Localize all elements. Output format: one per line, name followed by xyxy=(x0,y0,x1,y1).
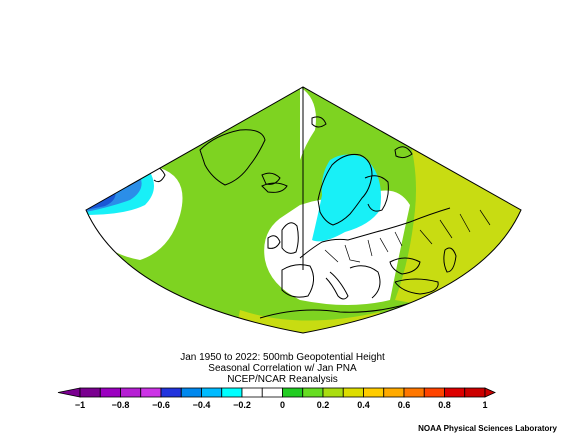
coastline-iberia xyxy=(281,264,314,298)
colorbar-bin xyxy=(79,387,101,398)
coastline-finland xyxy=(364,175,389,212)
colorbar-tick-label: 0.8 xyxy=(438,400,451,410)
colorbar-bin xyxy=(160,387,182,398)
coastline-caspian xyxy=(443,247,457,273)
colorbar-bin xyxy=(342,387,364,398)
colorbar-bin xyxy=(464,387,486,398)
field-neutral-central xyxy=(264,190,410,305)
colorbar-bin xyxy=(261,387,283,398)
colorbar-bin xyxy=(282,387,304,398)
field-positive-moderate-east xyxy=(395,110,521,330)
title-line-2: Seasonal Correlation w/ Jan PNA xyxy=(208,363,357,374)
coastline-scandinavia xyxy=(317,154,373,226)
country-borders xyxy=(324,209,491,263)
colorbar-tick-label: 0.2 xyxy=(317,400,330,410)
colorbar-tick-label: −0.8 xyxy=(112,400,130,410)
coastline-balkans xyxy=(349,265,381,299)
coastline-novaya xyxy=(394,146,413,159)
coastline-turkey xyxy=(394,278,439,295)
colorbar-tick-label: 0 xyxy=(280,400,285,410)
title-line-1: Jan 1950 to 2022: 500mb Geopotential Hei… xyxy=(180,352,385,363)
colorbar: −1 −0.8 −0.6 −0.4 −0.2 0 0.2 0.4 0.6 0.8 1 xyxy=(57,387,496,410)
coastline-north-africa xyxy=(259,299,421,319)
field-positive-weak xyxy=(86,87,521,333)
correlation-map xyxy=(85,86,522,334)
coastline-iceland xyxy=(261,182,288,193)
credit-label: NOAA Physical Sciences Laboratory xyxy=(418,424,557,433)
colorbar-bin xyxy=(383,387,405,398)
colorbar-arrow-max xyxy=(484,387,496,398)
colorbar-tick-label: 1 xyxy=(482,400,487,410)
colorbar-bin xyxy=(99,387,121,398)
coastline-black-sea xyxy=(389,257,421,275)
colorbar-tick-label: −0.2 xyxy=(233,400,251,410)
colorbar-tick-label: 0.6 xyxy=(398,400,411,410)
colorbar-bin xyxy=(302,387,324,398)
coastline-greenland xyxy=(199,129,266,186)
colorbar-bin xyxy=(423,387,445,398)
coastline-italy xyxy=(325,271,349,300)
map-boundary xyxy=(85,86,522,334)
colorbar-bin xyxy=(140,387,162,398)
shaded-field xyxy=(86,87,521,333)
colorbar-bin xyxy=(221,387,243,398)
title-line-3: NCEP/NCAR Reanalysis xyxy=(227,374,338,385)
colorbar-tick-label: 0.4 xyxy=(357,400,370,410)
colorbar-bin xyxy=(120,387,142,398)
colorbar-tick-label: −1 xyxy=(75,400,85,410)
field-negative-weak-scandinavia xyxy=(312,154,381,242)
colorbar-bin xyxy=(363,387,385,398)
coastline-great-britain xyxy=(281,222,299,254)
coastline-ireland xyxy=(267,235,281,249)
coastline-greenland-east xyxy=(261,172,281,185)
colorbar-arrow-min xyxy=(57,387,81,398)
colorbar-bin xyxy=(201,387,223,398)
coastline-svalbard xyxy=(311,116,327,128)
colorbar-bin xyxy=(241,387,263,398)
field-neutral-north xyxy=(300,87,316,160)
colorbar-tick-label: −0.6 xyxy=(152,400,170,410)
coastline-europe xyxy=(299,207,451,259)
colorbar-bin xyxy=(180,387,202,398)
colorbar-tick-label: −0.4 xyxy=(193,400,211,410)
colorbar-bin xyxy=(322,387,344,398)
colorbar-bin xyxy=(444,387,466,398)
colorbar-bin xyxy=(403,387,425,398)
